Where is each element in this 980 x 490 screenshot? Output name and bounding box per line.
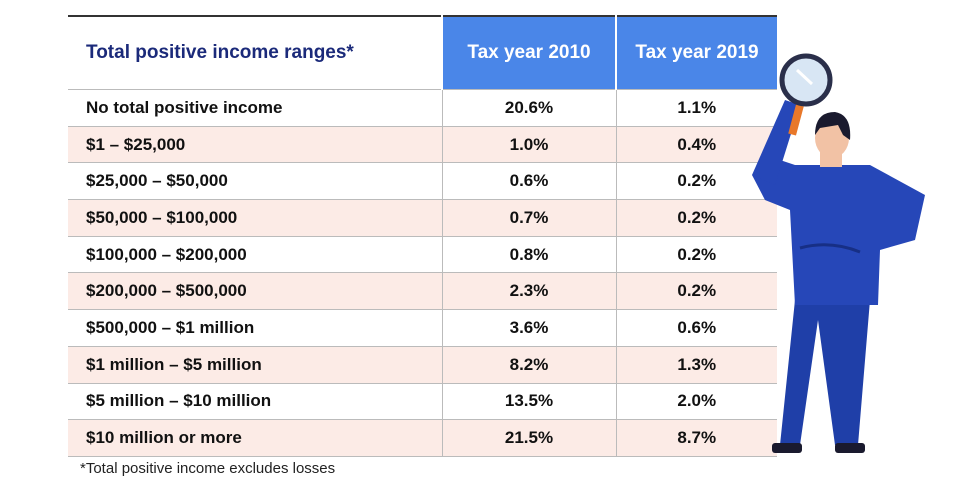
percent-cell: 1.1%: [615, 89, 777, 127]
table-row: $50,000 – $100,000 0.7% 0.2%: [68, 199, 777, 237]
table-row: $10 million or more 21.5% 8.7%: [68, 419, 777, 457]
range-cell: $1 – $25,000: [68, 125, 442, 163]
percent-cell: 0.4%: [615, 125, 777, 163]
percent-cell: 8.7%: [615, 419, 777, 457]
shoe: [772, 443, 802, 453]
suit-body: [752, 160, 925, 305]
percent-cell: 2.3%: [441, 272, 616, 310]
range-cell: $200,000 – $500,000: [68, 272, 442, 310]
percent-cell: 0.8%: [441, 235, 616, 273]
percent-cell: 1.3%: [615, 345, 777, 383]
table-body: No total positive income 20.6% 1.1% $1 – $2…: [68, 89, 777, 457]
percent-cell: 0.7%: [441, 199, 616, 237]
range-cell: $25,000 – $50,000: [68, 162, 442, 200]
range-cell: $5 million – $10 million: [68, 382, 442, 420]
suit-fold: [799, 243, 861, 254]
table-header: Total positive income ranges* Tax year 2…: [68, 16, 777, 90]
lens-glint: [795, 68, 814, 86]
percent-cell: 0.2%: [615, 235, 777, 273]
range-cell: $1 million – $5 million: [68, 345, 442, 383]
header-row: Total positive income ranges* Tax year 2…: [68, 16, 777, 90]
table-row: $5 million – $10 million 13.5% 2.0%: [68, 382, 777, 420]
header-cell: Tax year 2010: [441, 16, 616, 90]
income-table: Total positive income ranges* Tax year 2…: [68, 15, 777, 457]
header-cell: Tax year 2019: [615, 16, 777, 90]
percent-cell: 0.2%: [615, 162, 777, 200]
table-row: No total positive income 20.6% 1.1%: [68, 89, 777, 127]
table-row: $100,000 – $200,000 0.8% 0.2%: [68, 235, 777, 273]
percent-cell: 13.5%: [441, 382, 616, 420]
percent-cell: 0.2%: [615, 199, 777, 237]
glass-handle: [788, 104, 804, 136]
table-row: $200,000 – $500,000 2.3% 0.2%: [68, 272, 777, 310]
table-row: $1 – $25,000 1.0% 0.4%: [68, 125, 777, 163]
table-row: $25,000 – $50,000 0.6% 0.2%: [68, 162, 777, 200]
range-cell: $10 million or more: [68, 419, 442, 457]
percent-cell: 20.6%: [441, 89, 616, 127]
percent-cell: 21.5%: [441, 419, 616, 457]
man-figure: [752, 53, 925, 453]
arm: [752, 100, 800, 185]
percent-cell: 0.2%: [615, 272, 777, 310]
range-cell: $500,000 – $1 million: [68, 309, 442, 347]
percent-cell: 8.2%: [441, 345, 616, 383]
percent-cell: 0.6%: [441, 162, 616, 200]
shoe: [835, 443, 865, 453]
percent-cell: 1.0%: [441, 125, 616, 163]
hair: [815, 112, 851, 140]
percent-cell: 3.6%: [441, 309, 616, 347]
percent-cell: 0.6%: [615, 309, 777, 347]
footnote: *Total positive income excludes losses: [80, 460, 336, 477]
table-row: $1 million – $5 million 8.2% 1.3%: [68, 345, 777, 383]
legs: [780, 300, 870, 445]
range-cell: $100,000 – $200,000: [68, 235, 442, 273]
table-row: $500,000 – $1 million 3.6% 0.6%: [68, 309, 777, 347]
range-cell: $50,000 – $100,000: [68, 199, 442, 237]
percent-cell: 2.0%: [615, 382, 777, 420]
header-cell: Total positive income ranges*: [68, 16, 442, 90]
range-cell: No total positive income: [68, 89, 442, 127]
